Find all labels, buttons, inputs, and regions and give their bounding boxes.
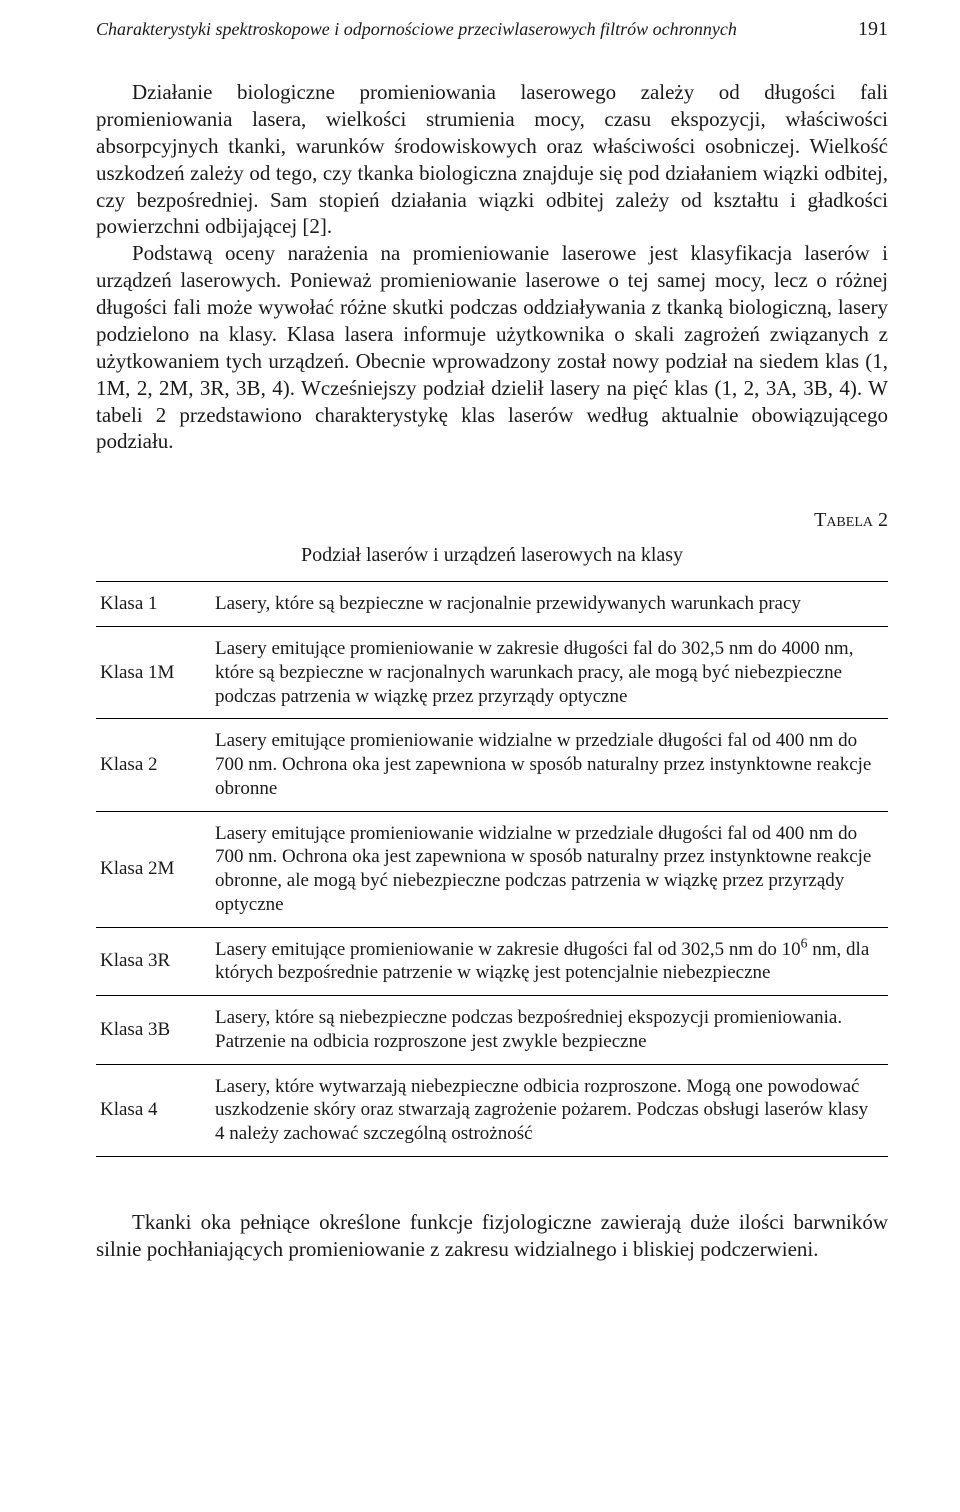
class-label: Klasa 1 bbox=[96, 582, 211, 627]
table-row: Klasa 2Lasery emitujące promieniowanie w… bbox=[96, 719, 888, 811]
table-row: Klasa 2MLasery emitujące promieniowanie … bbox=[96, 811, 888, 927]
paragraph-1: Działanie biologiczne promieniowania las… bbox=[96, 79, 888, 240]
running-head: Charakterystyki spektroskopowe i odporno… bbox=[96, 18, 888, 41]
class-description: Lasery, które są bezpieczne w racjonalni… bbox=[211, 582, 888, 627]
class-description: Lasery emitujące promieniowanie widzialn… bbox=[211, 811, 888, 927]
class-description: Lasery, które są niebezpieczne podczas b… bbox=[211, 996, 888, 1065]
table-caption: Podział laserów i urządzeń laserowych na… bbox=[96, 544, 888, 567]
class-description: Lasery, które wytwarzają niebezpieczne o… bbox=[211, 1064, 888, 1156]
class-label: Klasa 2 bbox=[96, 719, 211, 811]
page-container: Charakterystyki spektroskopowe i odporno… bbox=[0, 0, 960, 1512]
closing-paragraph: Tkanki oka pełniące określone funkcje fi… bbox=[96, 1209, 888, 1263]
class-label: Klasa 4 bbox=[96, 1064, 211, 1156]
class-description: Lasery emitujące promieniowanie w zakres… bbox=[211, 927, 888, 996]
class-label: Klasa 3B bbox=[96, 996, 211, 1065]
running-title: Charakterystyki spektroskopowe i odporno… bbox=[96, 19, 840, 40]
table-row: Klasa 4Lasery, które wytwarzają niebezpi… bbox=[96, 1064, 888, 1156]
class-description: Lasery emitujące promieniowanie w zakres… bbox=[211, 627, 888, 719]
table-row: Klasa 1MLasery emitujące promieniowanie … bbox=[96, 627, 888, 719]
class-label: Klasa 1M bbox=[96, 627, 211, 719]
laser-class-table: Klasa 1Lasery, które są bezpieczne w rac… bbox=[96, 581, 888, 1157]
table-row: Klasa 3BLasery, które są niebezpieczne p… bbox=[96, 996, 888, 1065]
table-row: Klasa 1Lasery, które są bezpieczne w rac… bbox=[96, 582, 888, 627]
paragraph-2: Podstawą oceny narażenia na promieniowan… bbox=[96, 240, 888, 455]
class-label: Klasa 2M bbox=[96, 811, 211, 927]
class-description: Lasery emitujące promieniowanie widzialn… bbox=[211, 719, 888, 811]
table-label: Tabela 2 bbox=[96, 509, 888, 532]
page-number: 191 bbox=[858, 18, 888, 41]
table-row: Klasa 3RLasery emitujące promieniowanie … bbox=[96, 927, 888, 996]
class-label: Klasa 3R bbox=[96, 927, 211, 996]
body-text: Działanie biologiczne promieniowania las… bbox=[96, 79, 888, 455]
